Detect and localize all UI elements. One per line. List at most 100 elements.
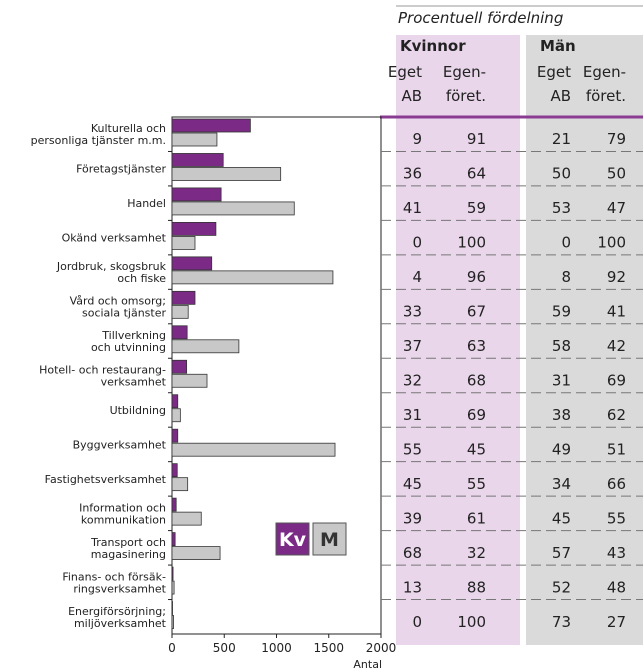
table-cell: 33 — [403, 303, 422, 321]
bar — [171, 118, 251, 133]
category-label: Jordbruk, skogsbruk och fiske — [56, 260, 167, 285]
table-cell: 31 — [552, 372, 571, 390]
table-cell: 48 — [607, 578, 626, 596]
table-cell: 69 — [467, 406, 486, 424]
category-label: Vård och omsorg; sociala tjänster — [70, 295, 167, 320]
bar — [171, 290, 196, 305]
bar — [171, 566, 174, 581]
column-header: Eget AB — [388, 63, 422, 105]
category-label: Tillverkning och utvinning — [91, 329, 166, 354]
men-band — [526, 35, 643, 645]
table-cell: 55 — [467, 475, 486, 493]
table-cell: 21 — [552, 130, 571, 148]
table-cell: 69 — [607, 372, 626, 390]
group-header: Män — [540, 37, 576, 55]
category-label: Kulturella och personliga tjänster m.m. — [31, 122, 166, 147]
category-label: Information och kommunikation — [79, 501, 166, 526]
category-label: Fastighetsverksamhet — [45, 473, 167, 486]
legend-label: M — [320, 529, 339, 551]
legend-swatch — [312, 522, 347, 556]
table-cell: 64 — [467, 165, 486, 183]
table-cell: 8 — [561, 268, 571, 286]
table-cell: 100 — [597, 234, 626, 252]
table-cell: 41 — [607, 303, 626, 321]
category-label: Företagstjänster — [76, 163, 166, 176]
bar — [171, 221, 217, 236]
table-cell: 53 — [552, 199, 571, 217]
bar — [171, 477, 189, 492]
table-cell: 32 — [403, 372, 422, 390]
x-tick-label: 1000 — [261, 641, 292, 655]
table-cell: 47 — [607, 199, 626, 217]
table-cell: 92 — [607, 268, 626, 286]
table-cell: 27 — [607, 613, 626, 631]
table-cell: 58 — [552, 337, 571, 355]
bar — [171, 428, 179, 443]
bar — [171, 339, 240, 354]
category-label: Finans- och försäk-ringsverksamhet — [62, 570, 166, 595]
table-cell: 13 — [403, 578, 422, 596]
table-cell: 55 — [607, 509, 626, 527]
bar — [171, 408, 181, 423]
bar — [171, 394, 179, 409]
bar — [171, 153, 224, 167]
bar — [171, 373, 208, 388]
bar — [171, 187, 222, 202]
category-label: Hotell- och restaurang-verksamhet — [39, 364, 167, 389]
category-label: Okänd verksamhet — [62, 232, 167, 245]
category-label: Byggverksamhet — [73, 438, 167, 451]
bar — [171, 532, 176, 546]
table-cell: 34 — [552, 475, 571, 493]
table-cell: 68 — [403, 544, 422, 562]
table-cell: 36 — [403, 165, 422, 183]
table-cell: 45 — [403, 475, 422, 493]
table-cell: 42 — [607, 337, 626, 355]
table-cell: 41 — [403, 199, 422, 217]
table-cell: 79 — [607, 130, 626, 148]
table-cell: 50 — [607, 165, 626, 183]
column-header: Egen-föret. — [583, 63, 626, 105]
table-cell: 68 — [467, 372, 486, 390]
column-header: Egen-föret. — [443, 63, 486, 105]
bar — [171, 359, 188, 374]
bar — [171, 304, 189, 319]
bar — [171, 270, 334, 285]
table-cell: 4 — [412, 268, 422, 286]
table-cell: 45 — [552, 509, 571, 527]
category-label: Utbildning — [110, 404, 166, 417]
table-cell: 37 — [403, 337, 422, 355]
table-cell: 0 — [412, 234, 422, 252]
x-tick-label: 2000 — [366, 641, 397, 655]
x-tick-label: 1500 — [313, 641, 344, 655]
table-cell: 52 — [552, 578, 571, 596]
bar — [171, 201, 295, 216]
table-cell: 49 — [552, 440, 571, 458]
table-cell: 0 — [561, 234, 571, 252]
table-cell: 32 — [467, 544, 486, 562]
table-cell: 45 — [467, 440, 486, 458]
table-cell: 31 — [403, 406, 422, 424]
group-header: Kvinnor — [400, 37, 466, 55]
legend-label: Kv — [279, 529, 307, 551]
bar — [171, 132, 218, 147]
table-cell: 55 — [403, 440, 422, 458]
women-band — [396, 35, 520, 645]
bar — [171, 256, 213, 271]
bar — [171, 546, 221, 560]
table-cell: 100 — [457, 613, 486, 631]
table-cell: 61 — [467, 509, 486, 527]
x-axis-label: Antal — [353, 658, 382, 671]
bar — [171, 580, 175, 595]
table-cell: 91 — [467, 130, 486, 148]
bar — [171, 325, 188, 340]
table-cell: 67 — [467, 303, 486, 321]
table-cell: 59 — [552, 303, 571, 321]
column-header: Eget AB — [537, 63, 571, 105]
category-label: Handel — [127, 197, 166, 210]
table-cell: 57 — [552, 544, 571, 562]
bar — [171, 167, 282, 181]
table-cell: 51 — [607, 440, 626, 458]
bar — [171, 601, 173, 615]
table-cell: 43 — [607, 544, 626, 562]
table-cell: 0 — [412, 613, 422, 631]
